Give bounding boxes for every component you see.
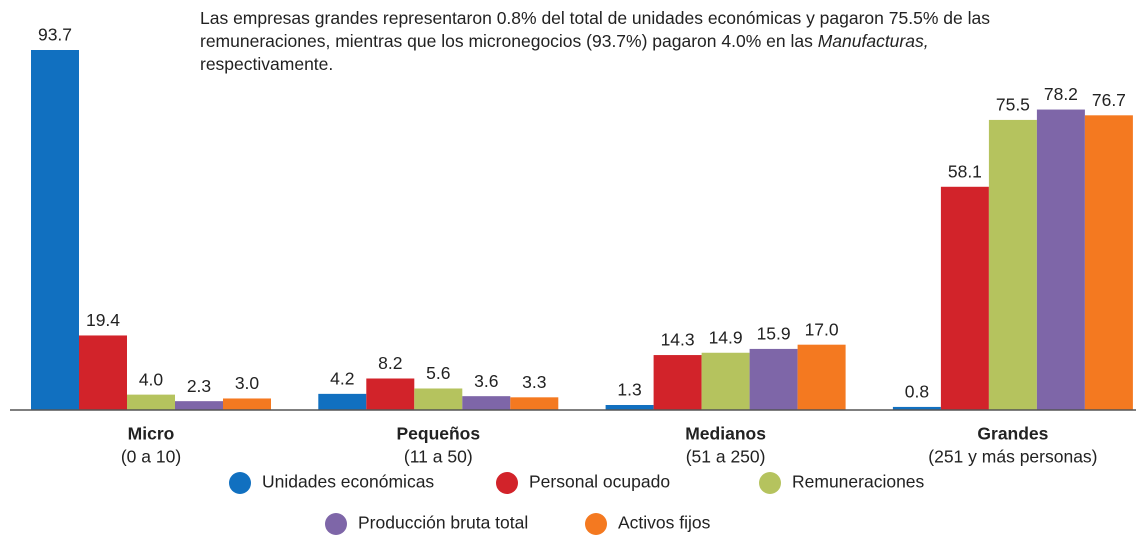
data-label: 2.3 bbox=[187, 376, 211, 396]
data-label: 19.4 bbox=[86, 310, 120, 330]
bar bbox=[653, 355, 702, 410]
bar bbox=[366, 378, 415, 410]
data-label: 0.8 bbox=[905, 382, 929, 402]
legend-swatch bbox=[759, 472, 781, 494]
data-label: 17.0 bbox=[805, 319, 839, 339]
bar bbox=[127, 394, 175, 410]
data-label: 93.7 bbox=[38, 25, 72, 45]
bar bbox=[1036, 109, 1085, 410]
title-text: respectivamente. bbox=[200, 54, 334, 74]
x-tick-sublabel: (11 a 50) bbox=[404, 447, 473, 467]
bar bbox=[79, 335, 127, 410]
data-label: 58.1 bbox=[948, 161, 982, 181]
bar bbox=[749, 348, 798, 410]
data-label: 3.0 bbox=[235, 373, 260, 393]
legend-swatch bbox=[325, 513, 347, 535]
data-label: 14.9 bbox=[709, 327, 743, 347]
bar bbox=[510, 397, 559, 410]
title-text: Las empresas grandes representaron 0.8% … bbox=[200, 8, 990, 51]
legend-swatch bbox=[585, 513, 607, 535]
data-label: 8.2 bbox=[378, 353, 402, 373]
x-tick-sublabel: (51 a 250) bbox=[686, 447, 766, 467]
data-label: 1.3 bbox=[617, 380, 641, 400]
x-tick-label: Medianos bbox=[685, 424, 766, 444]
legend-label: Producción bruta total bbox=[358, 513, 528, 533]
data-label: 4.0 bbox=[139, 369, 164, 389]
x-tick-label: Grandes bbox=[977, 424, 1048, 444]
data-label: 3.3 bbox=[522, 372, 546, 392]
bar bbox=[701, 352, 750, 410]
legend-swatch bbox=[229, 472, 251, 494]
bar bbox=[605, 405, 654, 410]
bar bbox=[940, 186, 989, 410]
bar bbox=[1084, 115, 1133, 411]
legend-label: Unidades económicas bbox=[262, 472, 434, 492]
legend-label: Remuneraciones bbox=[792, 472, 925, 492]
x-tick-label: Pequeños bbox=[396, 424, 480, 444]
bar bbox=[414, 388, 463, 410]
data-label: 3.6 bbox=[474, 371, 498, 391]
data-label: 76.7 bbox=[1092, 90, 1126, 110]
data-label: 15.9 bbox=[757, 324, 791, 344]
bar bbox=[31, 50, 79, 410]
data-label: 14.3 bbox=[661, 330, 695, 350]
bar bbox=[462, 396, 511, 410]
data-label: 78.2 bbox=[1044, 84, 1078, 104]
x-tick-sublabel: (251 y más personas) bbox=[928, 447, 1097, 467]
title-emphasis: Manufacturas, bbox=[817, 31, 929, 51]
bar bbox=[318, 393, 367, 410]
data-label: 75.5 bbox=[996, 95, 1030, 115]
bar bbox=[175, 401, 223, 410]
legend-label: Activos fijos bbox=[618, 513, 711, 533]
bar bbox=[988, 119, 1037, 410]
chart-title: Las empresas grandes representaron 0.8% … bbox=[200, 7, 990, 76]
bar bbox=[797, 344, 846, 410]
legend-swatch bbox=[496, 472, 518, 494]
x-tick-sublabel: (0 a 10) bbox=[121, 447, 181, 467]
bar bbox=[892, 406, 941, 410]
data-label: 4.2 bbox=[330, 368, 354, 388]
bar bbox=[223, 398, 271, 410]
data-label: 5.6 bbox=[426, 363, 450, 383]
legend-label: Personal ocupado bbox=[529, 472, 670, 492]
x-tick-label: Micro bbox=[128, 424, 175, 444]
